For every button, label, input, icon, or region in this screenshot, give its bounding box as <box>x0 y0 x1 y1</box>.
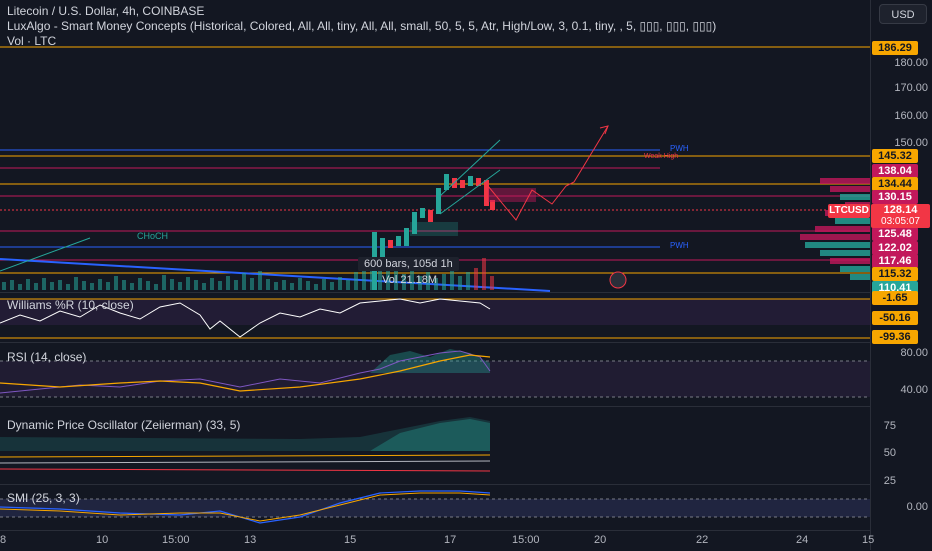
rsi-pane[interactable] <box>0 343 870 406</box>
pwh-mid-label: PWH <box>670 241 689 250</box>
price-level-tag: 138.04 <box>872 164 918 178</box>
price-level-tag: 122.02 <box>872 241 918 255</box>
smi-pane[interactable] <box>0 485 870 530</box>
dpo-tick: 25 <box>883 475 896 487</box>
volume-bars <box>2 262 470 290</box>
projection-path <box>487 125 609 221</box>
time-axis[interactable]: 8 10 15:00 13 15 17 15:00 20 22 24 15 <box>0 530 874 551</box>
dpo-tick: 50 <box>883 447 896 459</box>
choch-label: CHoCH <box>137 231 169 241</box>
pane-separator[interactable] <box>0 292 870 293</box>
channel-lower <box>439 169 501 215</box>
current-price-tag: 128.14 03:05:07 <box>871 204 930 228</box>
countdown: 03:05:07 <box>881 216 920 227</box>
trendline-green <box>0 237 91 272</box>
economic-event-icon <box>609 271 627 289</box>
price-level-tag: 115.32 <box>872 267 918 281</box>
price-level-tag: 145.32 <box>872 149 918 163</box>
rsi-title[interactable]: RSI (14, close) <box>7 350 87 364</box>
currency-button[interactable]: USD <box>879 4 927 24</box>
time-tick: 15 <box>862 534 875 546</box>
smi-title[interactable]: SMI (25, 3, 3) <box>7 491 80 505</box>
price-axis[interactable]: USD 180.00 170.00 160.00 150.00 186.29 14… <box>870 0 932 550</box>
weak-high-label: Weak High <box>644 153 679 160</box>
price-tick: 180.00 <box>894 57 928 69</box>
time-tick: 22 <box>696 534 709 546</box>
channel-upper <box>439 139 501 197</box>
price-level-tag: 186.29 <box>872 41 918 55</box>
indicator-legend[interactable]: LuxAlgo - Smart Money Concepts (Historic… <box>7 19 717 33</box>
pane-separator[interactable] <box>0 406 870 407</box>
current-price: 128.14 <box>883 204 918 216</box>
rsi-tick: 80.00 <box>900 347 928 359</box>
volume-legend[interactable]: Vol · LTC <box>7 34 57 48</box>
pane-separator[interactable] <box>0 484 870 485</box>
time-tick: 15:00 <box>512 534 540 546</box>
projection-arrowhead <box>599 125 609 135</box>
time-tick: 13 <box>244 534 257 546</box>
price-tick: 160.00 <box>894 110 928 122</box>
dpo-title[interactable]: Dynamic Price Oscillator (Zeiierman) (33… <box>7 418 241 432</box>
time-tick: 17 <box>444 534 457 546</box>
bars-range-tooltip: 600 bars, 105d 1h <box>358 257 459 271</box>
time-tick: 24 <box>796 534 809 546</box>
price-tick: 170.00 <box>894 82 928 94</box>
time-tick: 8 <box>0 534 7 546</box>
dpo-tick: 75 <box>883 420 896 432</box>
dpo-pane[interactable] <box>0 407 870 484</box>
williams-title[interactable]: Williams %R (10, close) <box>7 298 134 312</box>
price-level-tag: 125.48 <box>872 227 918 241</box>
chart-area[interactable]: PWH Weak High PWH CHoCH 600 bars, 105d 1… <box>0 0 870 538</box>
williams-level-tag: -50.16 <box>872 311 918 325</box>
pane-separator[interactable] <box>0 342 870 343</box>
supply-zone <box>488 188 536 202</box>
smi-tick: 0.00 <box>906 501 928 513</box>
williams-pane[interactable] <box>0 293 870 342</box>
time-tick: 20 <box>594 534 607 546</box>
symbol-badge[interactable]: LTCUSD <box>828 204 870 218</box>
price-level-tag: 130.15 <box>872 190 918 204</box>
price-tick: 150.00 <box>894 137 928 149</box>
williams-level-tag: -99.36 <box>872 330 918 344</box>
demand-zone <box>410 222 458 236</box>
volume-readout: Vol 21.18M <box>382 274 438 286</box>
time-tick: 15:00 <box>162 534 190 546</box>
symbol-legend[interactable]: Litecoin / U.S. Dollar, 4h, COINBASE <box>7 4 205 18</box>
time-tick: 10 <box>96 534 109 546</box>
time-tick: 15 <box>344 534 357 546</box>
volume-profile <box>800 178 870 280</box>
price-level-tag: 117.46 <box>872 254 918 268</box>
pwh-top-label: PWH <box>670 144 689 153</box>
williams-level-tag: -1.65 <box>872 291 918 305</box>
price-level-tag: 134.44 <box>872 177 918 191</box>
rsi-tick: 40.00 <box>900 384 928 396</box>
chart-canvas[interactable] <box>0 0 870 538</box>
volume-bars-red <box>474 258 494 290</box>
